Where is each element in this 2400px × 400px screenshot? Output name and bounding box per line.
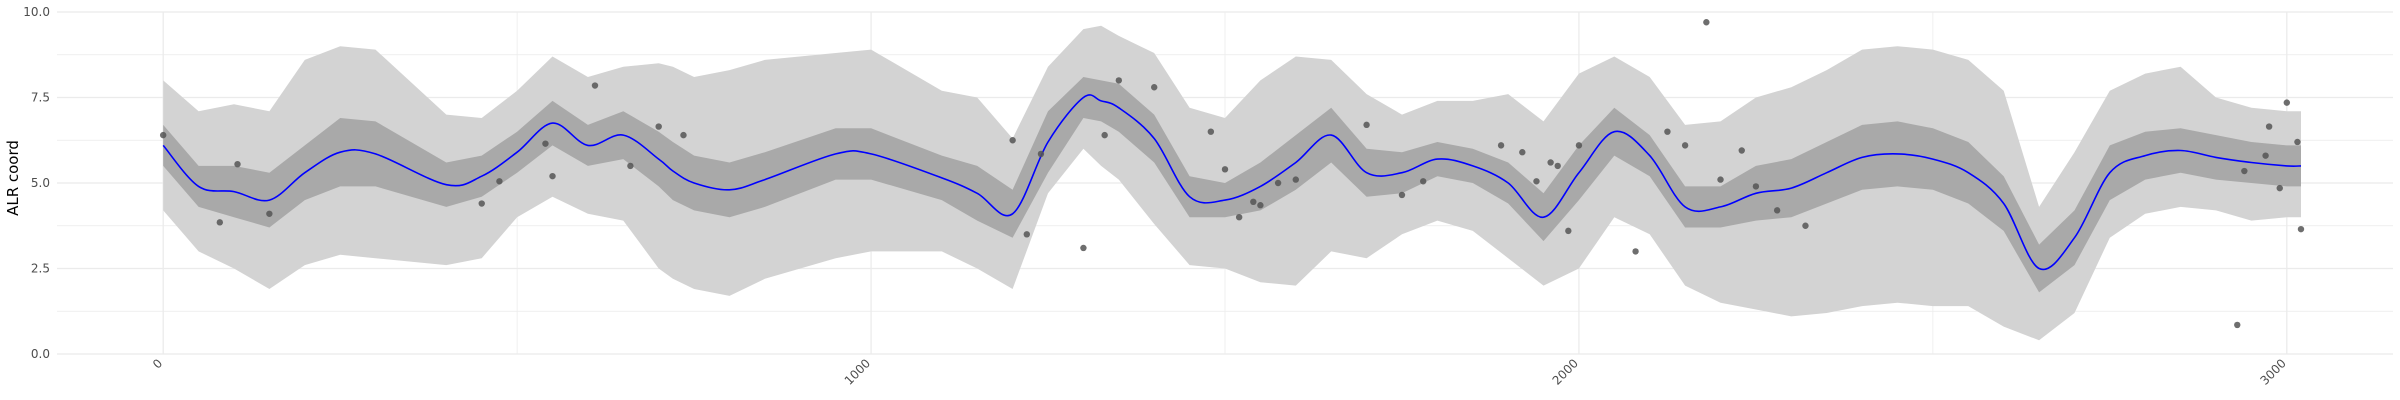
- data-point: [1802, 222, 1809, 229]
- data-point: [1519, 149, 1526, 156]
- mean-line: [162, 94, 2302, 271]
- data-point: [1575, 142, 1583, 149]
- data-point: [680, 131, 687, 139]
- y-tick-label: 7.5: [31, 91, 50, 105]
- data-point: [2297, 225, 2305, 233]
- inner-confidence-band: [163, 77, 2302, 293]
- data-point: [1363, 121, 1370, 129]
- data-point: [1497, 142, 1505, 149]
- data-point: [1235, 214, 1243, 221]
- data-point: [1207, 128, 1215, 135]
- data-point: [1664, 128, 1671, 135]
- data-point: [2262, 152, 2269, 159]
- data-point: [1101, 131, 1108, 139]
- confidence-bands: [163, 25, 2302, 341]
- data-point: [216, 219, 224, 226]
- data-point: [591, 82, 599, 89]
- x-tick-label: 1000: [842, 356, 873, 387]
- y-tick-label: 5.0: [31, 176, 50, 190]
- data-point: [1632, 248, 1639, 255]
- y-tick-label: 0.0: [31, 347, 50, 361]
- data-point: [1547, 159, 1554, 166]
- data-point: [1292, 176, 1299, 183]
- data-point: [2294, 138, 2301, 146]
- data-point: [1533, 178, 1540, 185]
- data-point: [478, 200, 485, 207]
- y-axis-title: ALR coord: [4, 140, 22, 216]
- data-point: [2241, 167, 2248, 175]
- data-point: [549, 172, 556, 180]
- data-point: [1681, 142, 1689, 149]
- data-point: [1398, 191, 1406, 199]
- data-point: [1703, 19, 1710, 26]
- data-point: [655, 123, 662, 130]
- data-point: [159, 131, 167, 139]
- data-point: [1752, 183, 1760, 190]
- x-tick-label: 0: [150, 356, 165, 371]
- data-point: [1738, 147, 1745, 154]
- data-point: [1274, 179, 1282, 187]
- data-point: [2265, 123, 2273, 130]
- y-tick-label: 10.0: [23, 5, 50, 19]
- data-point: [496, 178, 503, 185]
- data-point: [1257, 202, 1264, 209]
- data-point: [2234, 321, 2241, 329]
- data-point: [627, 162, 634, 170]
- y-axis-tick-labels: 0.0 2.5 5.0 7.5 10.0: [23, 5, 50, 361]
- x-axis-tick-labels: 0 1000 2000 3000: [150, 356, 2289, 387]
- data-point: [1717, 176, 1724, 183]
- data-point: [1773, 207, 1781, 214]
- data-point: [1554, 162, 1561, 170]
- data-point: [1565, 227, 1572, 235]
- data-point: [1037, 150, 1045, 158]
- x-tick-label: 3000: [2257, 356, 2288, 387]
- data-point: [1420, 178, 1427, 185]
- data-point: [1080, 244, 1087, 252]
- data-point: [266, 210, 273, 217]
- data-point: [1151, 84, 1158, 91]
- data-point: [234, 160, 241, 168]
- data-point: [542, 140, 549, 147]
- data-point: [1023, 231, 1030, 238]
- data-point: [1115, 77, 1123, 84]
- data-point: [2283, 99, 2291, 106]
- mean-curve: [162, 94, 2302, 271]
- observation-points: [159, 19, 2305, 329]
- x-tick-label: 2000: [1550, 356, 1581, 387]
- data-point: [2276, 184, 2283, 192]
- data-point: [1221, 166, 1229, 173]
- data-point: [1009, 137, 1016, 144]
- y-tick-label: 2.5: [31, 262, 50, 276]
- data-point: [1250, 198, 1257, 206]
